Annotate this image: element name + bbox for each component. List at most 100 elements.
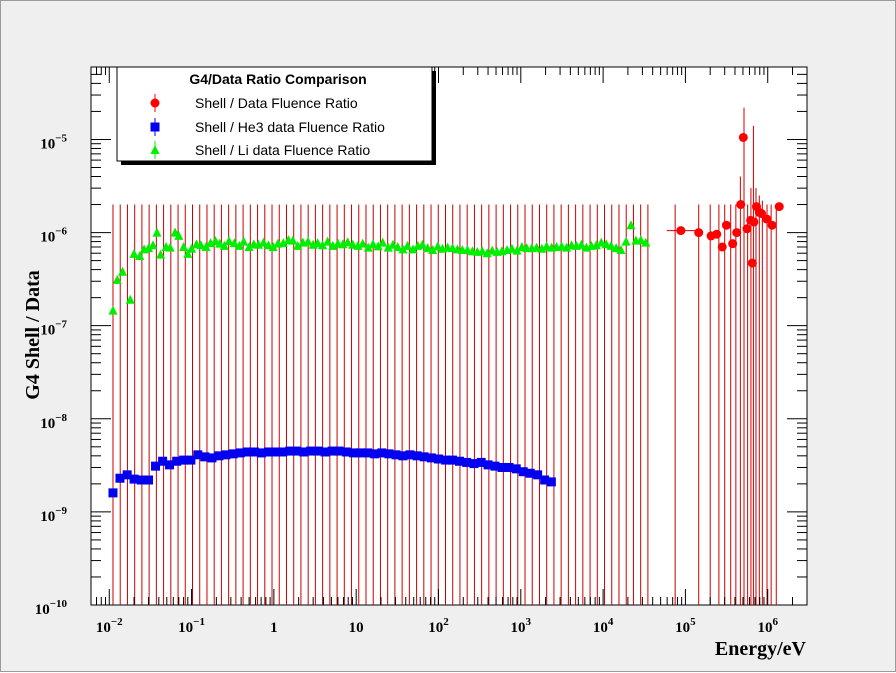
legend-box — [116, 66, 433, 162]
square-point — [441, 455, 451, 465]
square-point — [228, 449, 238, 459]
triangle-point — [398, 244, 408, 254]
triangle-point — [402, 240, 412, 250]
circle-point — [774, 202, 784, 212]
triangle-point — [532, 242, 542, 252]
triangle-point — [148, 240, 158, 250]
square-point — [207, 453, 217, 463]
x-tick-label: 1 — [270, 620, 278, 636]
square-point — [377, 448, 387, 458]
triangle-point — [293, 240, 303, 250]
x-axis-title: Energy/eV — [715, 638, 807, 660]
square-point — [349, 448, 359, 458]
x-tick-label: 103 — [511, 616, 532, 636]
triangle-point — [215, 238, 225, 248]
square-point — [412, 451, 422, 461]
square-point — [426, 453, 436, 463]
square-point — [179, 455, 189, 465]
square-point — [214, 451, 224, 461]
triangle-point — [174, 230, 184, 240]
square-point — [448, 455, 458, 465]
triangle-point — [229, 238, 239, 248]
triangle-point — [135, 251, 145, 261]
triangle-point — [636, 235, 646, 245]
triangle-point — [278, 238, 288, 248]
circle-point — [712, 229, 722, 239]
triangle-point — [591, 240, 601, 250]
circle-point — [721, 220, 731, 230]
triangle-point — [118, 266, 128, 276]
triangle-point — [611, 243, 621, 253]
square-point — [490, 461, 500, 471]
square-point — [108, 488, 118, 498]
triangle-point — [348, 239, 358, 249]
circle-point — [728, 239, 738, 249]
triangle-point — [606, 240, 616, 250]
square-point — [158, 456, 168, 466]
x-tick-label: 104 — [593, 616, 614, 636]
triangle-point — [433, 241, 443, 251]
square-point — [405, 450, 415, 460]
square-point — [384, 449, 394, 459]
triangle-point — [112, 274, 122, 284]
x-tick-label: 106 — [757, 616, 778, 636]
triangle-point — [482, 248, 492, 258]
square-point — [433, 454, 443, 464]
square-point — [221, 450, 231, 460]
circle-point — [742, 224, 752, 234]
square-point — [525, 468, 535, 478]
circle-point — [767, 220, 777, 230]
triangle-point — [373, 241, 383, 251]
square-point — [504, 462, 514, 472]
y-tick-label: 10−7 — [40, 319, 67, 339]
triangle-point — [187, 243, 197, 253]
square-point — [186, 455, 196, 465]
circle-point — [732, 228, 742, 238]
triangle-point — [303, 236, 313, 246]
triangle-point — [358, 238, 368, 248]
legend-triangle-marker — [150, 145, 160, 154]
y-tick-label: 10−10 — [35, 598, 68, 618]
triangle-point — [562, 242, 572, 252]
triangle-point — [363, 242, 373, 252]
legend-title: G4/Data Ratio Comparison — [189, 71, 366, 87]
data-points — [108, 132, 784, 498]
triangle-point — [219, 240, 229, 250]
square-point — [278, 447, 288, 457]
square-point — [271, 447, 281, 457]
triangle-point — [183, 248, 193, 258]
triangle-point — [641, 237, 651, 247]
square-point — [341, 447, 351, 457]
square-point — [462, 457, 472, 467]
square-point — [469, 459, 479, 469]
legend-circle-marker — [150, 98, 160, 108]
circle-point — [676, 226, 686, 236]
legend-entry-label: Shell / Data Fluence Ratio — [195, 95, 358, 111]
square-point — [235, 448, 245, 458]
triangle-point — [626, 220, 636, 230]
square-point — [151, 461, 161, 471]
square-point — [370, 449, 380, 459]
square-point — [540, 475, 550, 485]
y-axis-title: G4 Shell / Data — [22, 270, 44, 399]
circle-point — [736, 200, 746, 210]
circle-point — [717, 242, 727, 252]
square-point — [483, 460, 493, 470]
triangle-point — [234, 240, 244, 250]
x-tick-label: 10 — [349, 620, 364, 636]
square-point — [320, 447, 330, 457]
circle-point — [762, 214, 772, 224]
triangle-point — [152, 227, 162, 237]
circle-point — [747, 258, 757, 268]
legend-entry-label: Shell / He3 data Fluence Ratio — [195, 119, 385, 135]
triangle-point — [428, 244, 438, 254]
square-point — [256, 448, 266, 458]
triangle-point — [423, 243, 433, 253]
square-point — [518, 467, 528, 477]
circle-point — [738, 132, 748, 142]
square-point — [115, 473, 125, 483]
triangle-point — [179, 241, 189, 251]
legend-square-marker — [150, 122, 160, 132]
triangle-point — [239, 236, 249, 246]
